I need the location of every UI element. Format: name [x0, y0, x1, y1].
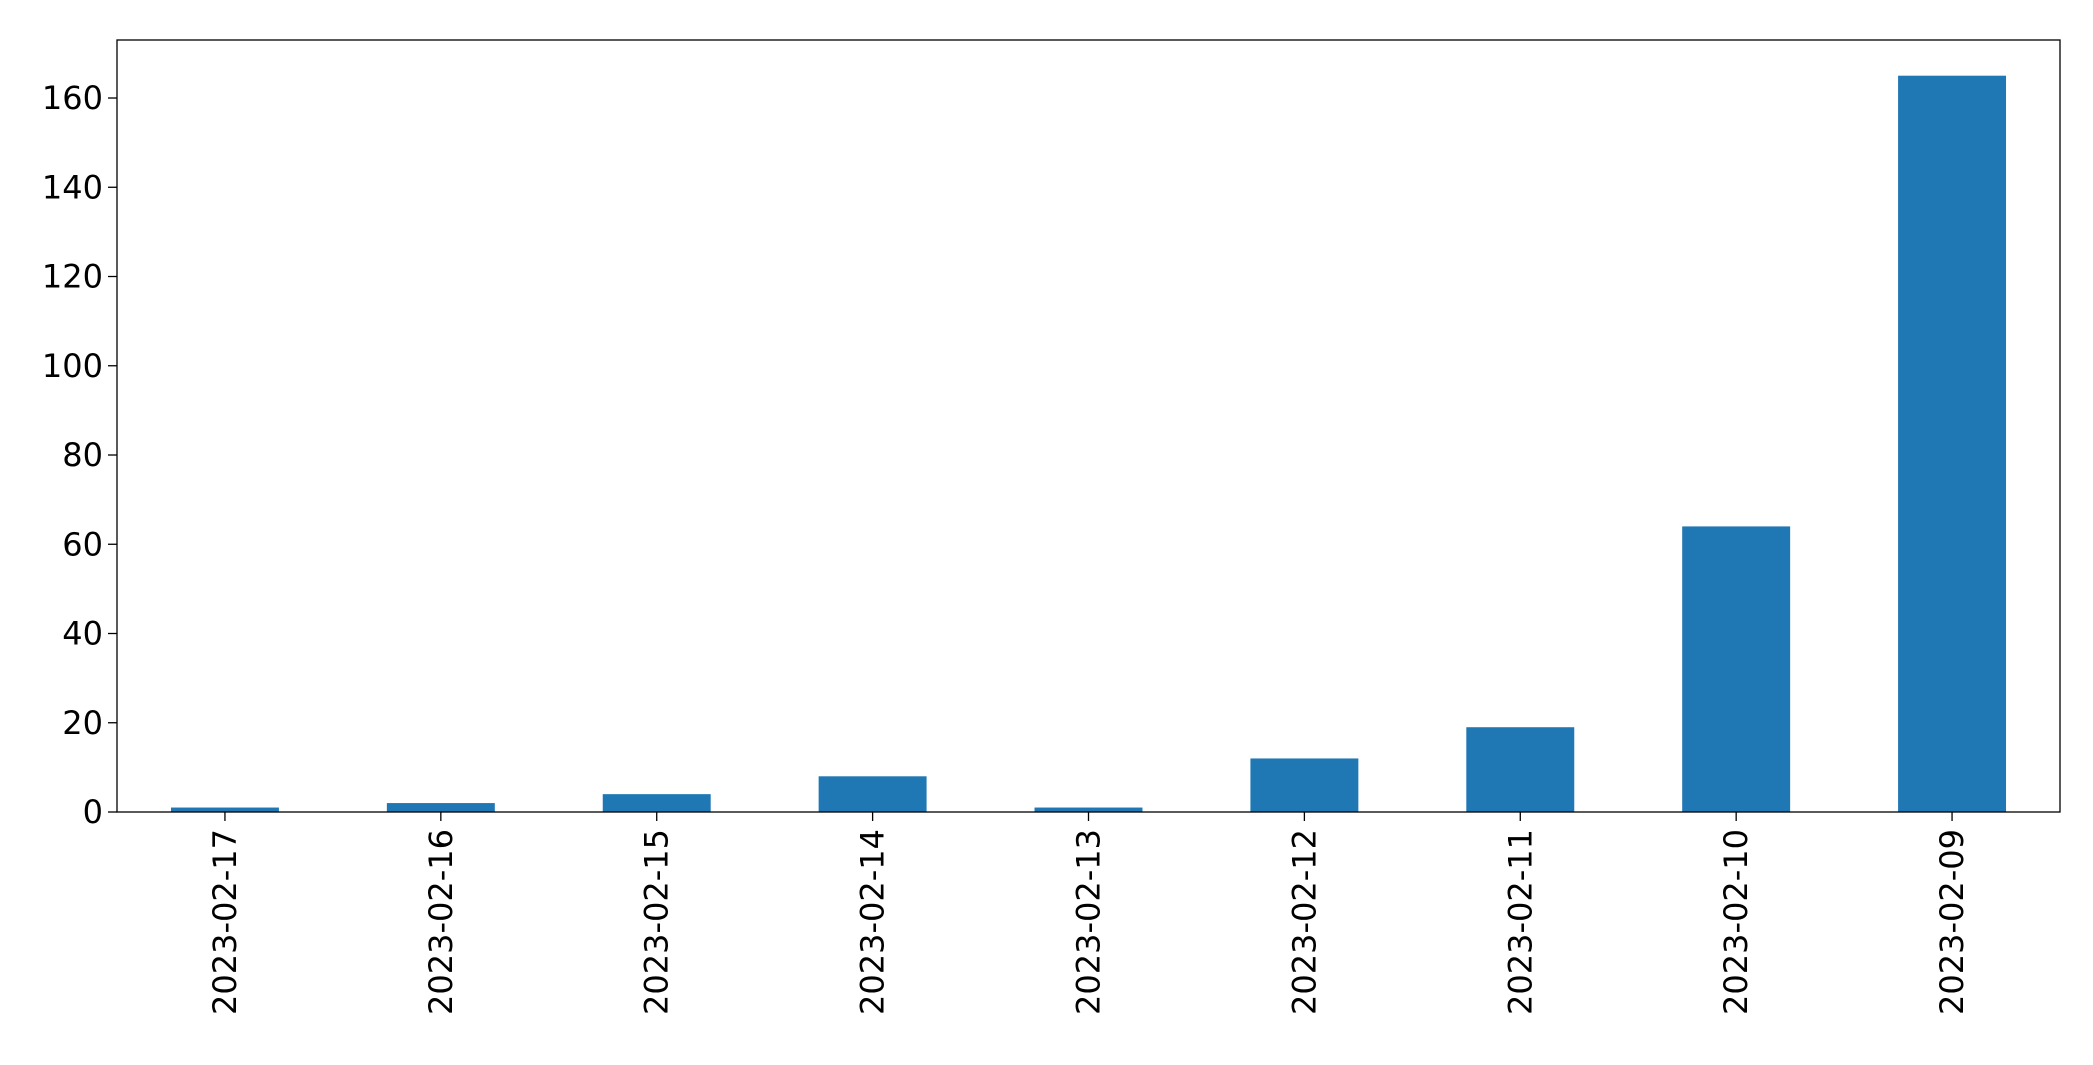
y-tick-label: 60 [62, 525, 103, 563]
y-tick-label: 80 [62, 436, 103, 474]
x-tick-label: 2023-02-09 [1933, 829, 1971, 1015]
y-axis: 0 20 40 60 80 100 120 140 160 [42, 79, 117, 831]
y-tick-label: 0 [83, 793, 103, 831]
x-tick-label: 2023-02-10 [1717, 829, 1755, 1015]
bar-2023-02-12 [1250, 758, 1359, 812]
y-tick-label: 120 [42, 258, 103, 296]
x-tick-label: 2023-02-15 [638, 829, 676, 1015]
bar-2023-02-15 [602, 794, 711, 812]
bars-layer [170, 75, 2007, 813]
y-tick-label: 40 [62, 615, 103, 653]
bar-2023-02-16 [386, 803, 495, 812]
x-tick-label: 2023-02-12 [1285, 829, 1323, 1015]
y-tick-label: 160 [42, 79, 103, 117]
x-tick-label: 2023-02-17 [206, 829, 244, 1015]
bar-2023-02-13 [1034, 807, 1143, 812]
x-tick-label: 2023-02-14 [854, 829, 892, 1015]
bar-2023-02-09 [1898, 75, 2007, 813]
y-tick-label: 100 [42, 347, 103, 385]
x-tick-label: 2023-02-13 [1070, 829, 1108, 1015]
x-tick-label: 2023-02-16 [422, 829, 460, 1015]
bar-2023-02-10 [1682, 526, 1791, 812]
bar-2023-02-11 [1466, 727, 1575, 812]
x-axis: 2023-02-17 2023-02-16 2023-02-15 2023-02-14… [206, 812, 1971, 1015]
y-tick-label: 140 [42, 168, 103, 206]
plot-frame [116, 39, 2061, 813]
bar-2023-02-14 [818, 776, 927, 812]
y-tick-label: 20 [62, 704, 103, 742]
bar-2023-02-17 [170, 807, 279, 812]
x-tick-label: 2023-02-11 [1501, 829, 1539, 1015]
